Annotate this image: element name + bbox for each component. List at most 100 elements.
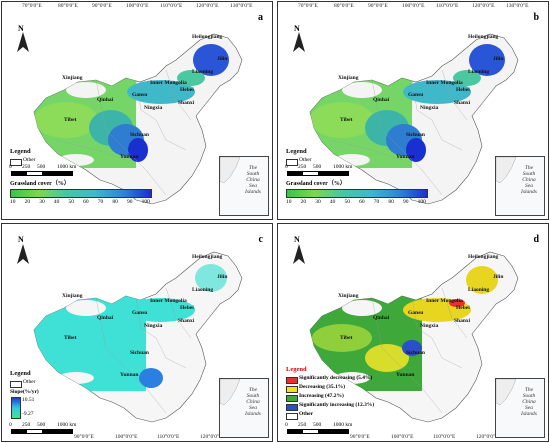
legend-other-label: Other — [23, 157, 36, 163]
inset-text: South — [246, 171, 260, 177]
scale-label: 0 — [9, 164, 12, 170]
lon-tick: 100°0'0"E — [126, 3, 149, 9]
inset-text: The — [248, 387, 258, 393]
scale-label: 0 — [285, 422, 288, 428]
lon-tick: 110°0'0"E — [160, 3, 183, 9]
province-label: Liaoning — [192, 69, 214, 75]
inset-text: Islands — [521, 189, 537, 195]
province-label: Sichuan — [406, 350, 425, 356]
colorbar-tick: 30 — [315, 199, 321, 205]
legend-swatch-other — [10, 381, 22, 388]
inset-text: China — [522, 399, 536, 405]
colorbar-tick: 30 — [39, 199, 45, 205]
province-label: Ningxia — [420, 105, 439, 111]
colorbar-tick: 80 — [112, 199, 118, 205]
province-label: Shanxi — [454, 100, 471, 106]
colorbar-tick: 20 — [24, 199, 31, 205]
colorbar-tick: 40 — [53, 199, 60, 205]
colorbar-tick: 60 — [359, 199, 365, 205]
scale-label: 250 — [298, 164, 307, 170]
lon-tick: 130°0'0"E — [506, 3, 529, 9]
map-panel-b: 70°0'0"E 80°0'0"E 90°0'0"E 100°0'0"E 110… — [277, 1, 549, 220]
province-label: Heilongjiang — [468, 254, 499, 260]
province-label: Tibet — [340, 117, 353, 123]
inset-text: China — [246, 399, 260, 405]
province-label: Yunnan — [120, 372, 139, 378]
north-label: N — [294, 24, 300, 33]
legend-title: Legend — [286, 148, 307, 155]
province-label: Sichuan — [130, 350, 149, 356]
lon-tick: 110°0'0"E — [436, 3, 459, 9]
province-label: Ningxia — [144, 323, 163, 329]
province-label: Jilin — [217, 274, 228, 280]
colorbar-tick: 40 — [329, 199, 336, 205]
legend-swatch-sig-decreasing — [286, 377, 298, 384]
legend-swatch-increasing — [286, 395, 298, 402]
scale-label: 1000 km — [333, 422, 353, 428]
legend-other-label: Other — [23, 379, 36, 385]
lon-tick: 120°0'0"E — [476, 434, 499, 440]
panel-letter: a — [258, 12, 263, 23]
colorbar-tick: 50 — [68, 199, 75, 205]
colorbar-title: Grassland cover（%） — [10, 181, 70, 187]
province-label: Hebei — [180, 87, 194, 93]
inset-text: The — [524, 165, 534, 171]
north-label: N — [18, 235, 24, 244]
lon-tick: 90°0'0"E — [350, 434, 370, 440]
province-label: Qinhai — [373, 97, 390, 103]
lon-tick: 80°0'0"E — [58, 3, 78, 9]
province-label: Liaoning — [192, 287, 214, 293]
lon-tick: 100°0'0"E — [402, 3, 425, 9]
province-label: Hebei — [456, 87, 470, 93]
province-label: Gansu — [132, 310, 148, 316]
lon-tick: 80°0'0"E — [334, 3, 354, 9]
scale-bar — [11, 429, 73, 434]
map-panel-c: 90°0'0"E 100°0'0"E 110°0'0"E 120°0'0"E c… — [1, 223, 273, 442]
province-label: Inner Mongolia — [150, 80, 187, 86]
province-label: Jilin — [217, 56, 228, 62]
colorbar-title: Grassland cover（%） — [286, 181, 346, 187]
lon-tick: 70°0'0"E — [22, 3, 42, 9]
legend-label: Decreasing (35.1%) — [299, 384, 346, 390]
province-label: Xinjiang — [62, 293, 83, 299]
province-label: Hebei — [180, 305, 194, 311]
province-label: Gansu — [408, 310, 424, 316]
province-label: Heilongjiang — [192, 254, 223, 260]
province-label: Sichuan — [406, 132, 425, 138]
province-label: Inner Mongolia — [150, 298, 187, 304]
scale-label: 500 — [37, 164, 46, 170]
legend-swatch-other — [286, 413, 298, 420]
slope-legend-title: Slope(%/yr) — [10, 389, 39, 395]
colorbar-tick: 70 — [373, 199, 380, 205]
province-label: Yunnan — [396, 154, 415, 160]
inset-text: China — [522, 177, 536, 183]
north-arrow-icon — [17, 244, 29, 264]
north-arrow-icon — [293, 32, 305, 52]
colorbar-tick: 100 — [141, 199, 150, 205]
province-label: Xinjiang — [62, 75, 83, 81]
lon-tick: 90°0'0"E — [368, 3, 388, 9]
province-label: Heilongjiang — [192, 34, 223, 40]
north-label: N — [18, 24, 24, 33]
china-grassland-cover-map-a — [33, 33, 243, 205]
legend-title: Legend — [10, 148, 31, 155]
province-label: Shanxi — [178, 318, 195, 324]
slope-max-label: 10.51 — [22, 397, 35, 403]
province-label: Ningxia — [144, 105, 163, 111]
colorbar-tick: 10 — [286, 199, 292, 205]
inset-text: The — [524, 387, 534, 393]
colorbar-tick: 60 — [83, 199, 89, 205]
scale-label: 500 — [313, 422, 322, 428]
province-label: Qinhai — [97, 315, 114, 321]
scale-label: 250 — [22, 164, 31, 170]
scale-label: 500 — [313, 164, 322, 170]
inset-text: Sea — [249, 183, 257, 189]
province-label: Qinhai — [97, 97, 114, 103]
lon-tick: 100°0'0"E — [391, 434, 414, 440]
north-arrow-icon — [17, 32, 29, 52]
china-grassland-cover-map-b — [309, 33, 519, 205]
lon-tick: 120°0'0"E — [196, 3, 219, 9]
inset-text: Sea — [249, 405, 257, 411]
scale-label: 1000 km — [57, 422, 77, 428]
south-china-sea-inset: The South China Sea Islands — [219, 378, 269, 438]
